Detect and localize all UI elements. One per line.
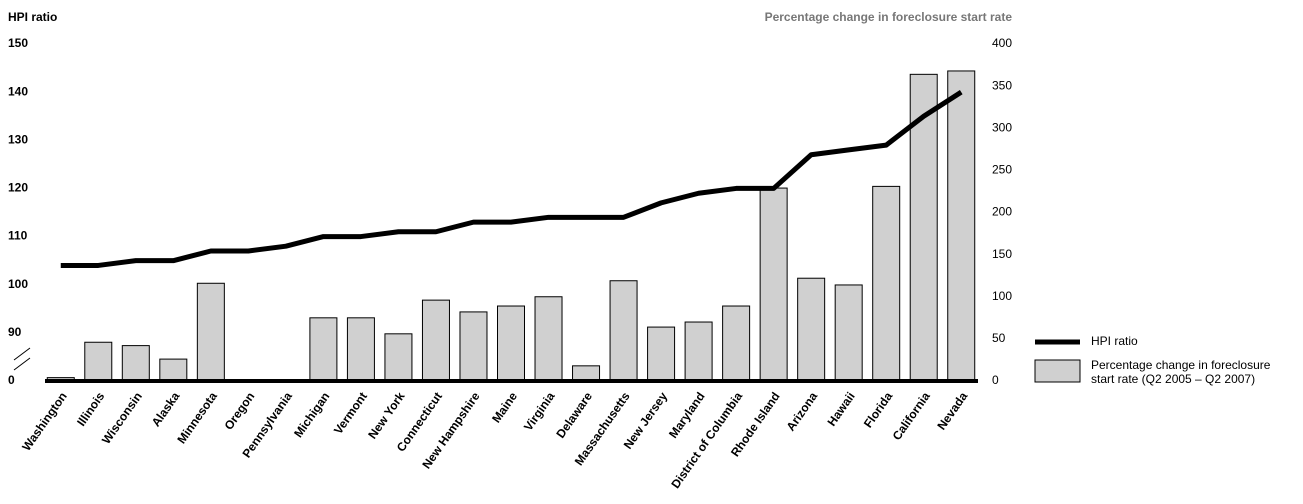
x-tick-label: Michigan	[291, 390, 332, 441]
x-tick-label: Florida	[861, 389, 896, 430]
x-tick-label: Arizona	[784, 389, 821, 433]
x-tick-label: Alaska	[149, 389, 183, 429]
y-tick-label: 90	[8, 325, 22, 339]
axis-break	[13, 347, 31, 371]
bar	[459, 311, 488, 382]
y2-tick-label: 0	[992, 373, 999, 387]
x-tick-label: Vermont	[331, 390, 370, 437]
bar	[609, 280, 638, 382]
x-tick-label: Maine	[489, 389, 520, 425]
y-tick-label: 120	[8, 181, 28, 195]
bar	[947, 70, 976, 382]
y2-axis-title: Percentage change in foreclosure start r…	[765, 10, 1013, 24]
y2-tick-label: 150	[992, 247, 1012, 261]
y2-tick-label: 250	[992, 163, 1012, 177]
bar	[159, 358, 188, 382]
x-tick-label: Hawaii	[824, 390, 857, 429]
x-tick-label: Delaware	[553, 389, 595, 440]
y-tick-label: 140	[8, 84, 28, 98]
bar	[797, 277, 826, 382]
bar	[421, 299, 450, 382]
legend-swatch	[1034, 359, 1081, 383]
y-tick-label: 0	[8, 373, 15, 387]
bar	[722, 305, 751, 382]
bar	[84, 341, 113, 382]
bar	[909, 73, 938, 382]
legend-label: Percentage change in foreclosure start r…	[1091, 358, 1271, 386]
break-mark	[13, 347, 31, 361]
bar	[647, 326, 676, 382]
y2-tick-label: 200	[992, 205, 1012, 219]
bar	[834, 284, 863, 382]
y2-tick-label: 300	[992, 120, 1012, 134]
bar	[684, 321, 713, 382]
y2-tick-label: 100	[992, 289, 1012, 303]
bar	[759, 187, 788, 382]
y2-tick-label: 400	[992, 36, 1012, 50]
bar	[497, 305, 525, 382]
y2-tick-label: 350	[992, 78, 1012, 92]
x-tick-label: Maryland	[666, 390, 708, 441]
bar	[196, 282, 225, 382]
y-tick-label: 150	[8, 36, 28, 50]
x-tick-label: Virginia	[521, 389, 558, 433]
x-tick-label: District of Columbia	[668, 389, 745, 491]
x-tick-label: Washington	[19, 390, 70, 454]
line	[60, 90, 963, 268]
y-tick-label: 130	[8, 132, 28, 146]
y2-tick-label: 50	[992, 331, 1006, 345]
x-tick-label: California	[890, 389, 933, 443]
x-tick-label: Nevada	[934, 389, 970, 432]
bar	[534, 296, 563, 382]
x-tick-label: Illinois	[74, 389, 107, 428]
bar	[872, 185, 901, 382]
y-tick-label: 110	[8, 229, 28, 243]
y-tick-label: 100	[8, 277, 28, 291]
bar	[572, 365, 601, 382]
bar	[346, 317, 375, 382]
bar	[384, 333, 413, 382]
break-mark	[13, 357, 31, 371]
legend-label: HPI ratio	[1091, 334, 1138, 348]
bar	[121, 345, 150, 382]
y-axis-title: HPI ratio	[8, 10, 57, 24]
x-tick-label: Oregon	[221, 390, 257, 433]
bar	[309, 317, 338, 382]
x-tick-label: New York	[365, 389, 407, 441]
